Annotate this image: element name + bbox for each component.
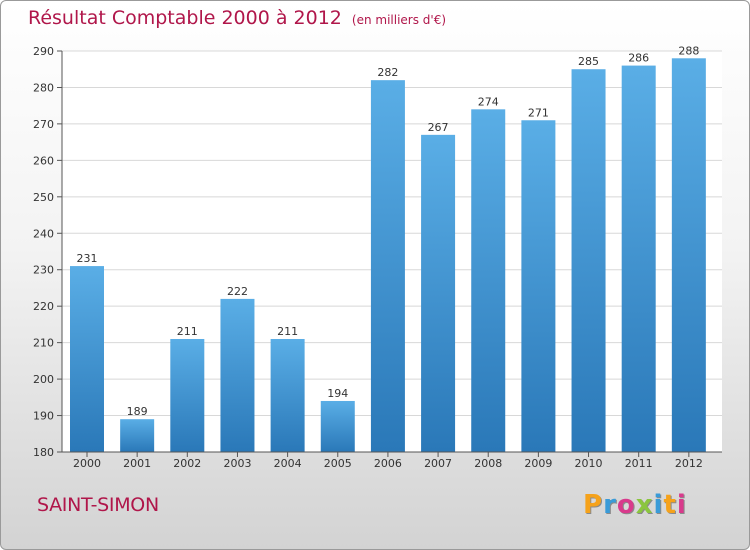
y-tick-label: 190 — [33, 410, 54, 423]
bar — [170, 338, 205, 452]
x-tick-label: 2004 — [274, 457, 302, 470]
y-tick-label: 270 — [33, 118, 54, 131]
bar-value-label: 286 — [628, 52, 649, 65]
bar-value-label: 211 — [177, 325, 198, 338]
logo-letter: x — [635, 490, 654, 520]
commune-name: SAINT-SIMON — [37, 494, 159, 516]
x-tick-label: 2001 — [123, 457, 151, 470]
bar-value-label: 189 — [127, 405, 148, 418]
bar-value-label: 267 — [428, 121, 449, 134]
bar-value-label: 222 — [227, 285, 248, 298]
y-tick-label: 240 — [33, 227, 54, 240]
x-tick-label: 2002 — [173, 457, 201, 470]
y-tick-label: 290 — [33, 45, 54, 58]
bar — [621, 65, 656, 452]
chart-title: Résultat Comptable 2000 à 2012 — [28, 7, 342, 29]
y-tick-label: 200 — [33, 373, 54, 386]
proxiti-logo[interactable]: Proxiti — [583, 490, 687, 520]
bar — [671, 58, 706, 453]
x-tick-label: 2003 — [223, 457, 251, 470]
logo-letter: o — [616, 490, 636, 520]
bar-value-label: 231 — [77, 252, 98, 265]
y-tick-label: 280 — [33, 81, 54, 94]
x-tick-label: 2009 — [524, 457, 552, 470]
bar — [320, 400, 355, 452]
y-tick-label: 180 — [33, 446, 54, 459]
bar — [571, 69, 606, 453]
x-tick-label: 2000 — [73, 457, 101, 470]
bar-value-label: 271 — [528, 106, 549, 119]
bar-value-label: 285 — [578, 55, 599, 68]
bar-value-label: 288 — [678, 44, 699, 57]
axes-group: 180 190 200 210 220 230 240 250 260 270 280 290 2000… — [33, 45, 722, 470]
logo-letter: i — [653, 490, 664, 520]
logo-letter: i — [676, 490, 687, 520]
bars-group: 231 189 211 222 211 194 282 267 274 271 285 286 288 — [70, 44, 706, 453]
y-tick-label: 260 — [33, 154, 54, 167]
y-tick-label: 220 — [33, 300, 54, 313]
bar — [220, 298, 255, 452]
chart-header: Résultat Comptable 2000 à 2012 (en millie… — [28, 7, 446, 29]
bar — [120, 419, 155, 452]
bar — [70, 266, 104, 452]
x-tick-label: 2007 — [424, 457, 452, 470]
bar-value-label: 274 — [478, 95, 499, 108]
bar — [421, 134, 456, 452]
y-tick-label: 230 — [33, 264, 54, 277]
bar-value-label: 194 — [327, 387, 348, 400]
bar — [471, 109, 506, 452]
bar — [521, 120, 556, 452]
y-tick-label: 210 — [33, 337, 54, 350]
bar-value-label: 282 — [377, 66, 398, 79]
bar — [370, 80, 405, 452]
chart-subtitle: (en milliers d'€) — [351, 13, 447, 27]
logo-letter: r — [603, 490, 617, 520]
bar-value-label: 211 — [277, 325, 298, 338]
logo-letter: P — [583, 490, 604, 520]
x-tick-label: 2008 — [474, 457, 502, 470]
bar — [270, 338, 305, 452]
x-tick-label: 2010 — [575, 457, 603, 470]
x-tick-label: 2005 — [324, 457, 352, 470]
x-tick-label: 2006 — [374, 457, 402, 470]
logo-letter: t — [663, 490, 677, 520]
x-tick-label: 2011 — [625, 457, 653, 470]
y-tick-label: 250 — [33, 191, 54, 204]
x-tick-label: 2012 — [675, 457, 703, 470]
